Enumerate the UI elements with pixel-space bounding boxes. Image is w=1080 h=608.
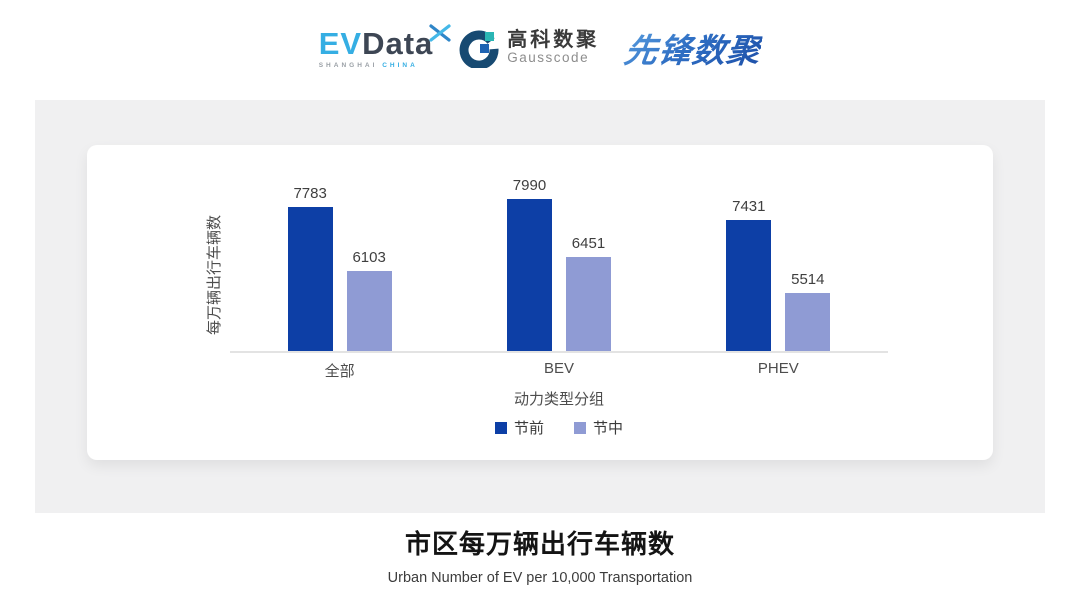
legend-label: 节前 <box>513 420 544 437</box>
evdata-ev-text: EV <box>318 25 363 61</box>
gausscode-logo: 高科数聚 Gausscode <box>459 28 599 70</box>
x-axis-category-labels: 全部 BEV PHEV <box>230 360 888 381</box>
legend-item-节前: 节前 <box>494 417 544 438</box>
category-label-全部: 全部 <box>324 363 355 380</box>
evdata-logo: EVData SHANGHAI CHINA <box>318 23 451 69</box>
y-axis-title: 每万辆出行车辆数 <box>206 215 223 336</box>
category-label-PHEV: PHEV <box>757 360 799 377</box>
evdata-shanghai-text: SHANGHAI <box>318 61 378 69</box>
gausscode-g-icon <box>459 28 499 70</box>
bar-节中-BEV: 6451 <box>565 235 611 351</box>
legend-swatch-icon <box>494 421 507 434</box>
evdata-star-icon <box>429 18 451 49</box>
bar-节前-BEV: 7990 <box>506 177 552 351</box>
chart-panel: 每万辆出行车辆数 7783 6103 7990 6451 7431 5514 全部 BEV P… <box>35 100 1045 513</box>
bar-chart-plot-area: 7783 6103 7990 6451 7431 5514 <box>230 145 888 353</box>
chart-title-en: Urban Number of EV per 10,000 Transporta… <box>387 570 693 586</box>
bar-group-BEV: 7990 6451 <box>449 145 668 351</box>
bar-value-label: 7783 <box>293 185 327 202</box>
header: EVData SHANGHAI CHINA 高科数聚 Gausscode <box>0 0 1080 96</box>
footer: 市区每万辆出行车辆数 Urban Number of EV per 10,000… <box>0 524 1080 586</box>
legend-item-节中: 节中 <box>574 417 623 438</box>
xianfeng-shuju-logo: 先锋数聚 <box>622 24 765 72</box>
bar-group-PHEV: 7431 5514 <box>669 145 888 351</box>
chart-legend: 节前 节中 <box>230 417 888 438</box>
bar-group-全部: 7783 6103 <box>230 145 449 351</box>
bar-节前-PHEV: 7431 <box>726 198 772 351</box>
bar-节前-全部: 7783 <box>287 185 333 351</box>
bar-节中-PHEV: 5514 <box>785 271 831 351</box>
bar-节中-全部: 6103 <box>346 249 392 351</box>
evdata-subtext: SHANGHAI CHINA <box>319 62 418 69</box>
bar-value-label: 6103 <box>352 249 386 266</box>
evdata-wordmark: EVData <box>318 23 451 61</box>
gausscode-wordmark: 高科数聚 Gausscode <box>507 30 599 65</box>
chart-title-cn: 市区每万辆出行车辆数 <box>404 529 675 559</box>
bar-value-label: 5514 <box>791 271 825 288</box>
bar-value-label: 7431 <box>732 198 766 215</box>
legend-swatch-icon <box>574 421 586 434</box>
chart-card: 每万辆出行车辆数 7783 6103 7990 6451 7431 5514 全部 BEV P… <box>87 145 993 460</box>
evdata-china-text: CHINA <box>382 61 418 69</box>
legend-label: 节中 <box>593 420 624 437</box>
evdata-data-text: Data <box>362 25 434 61</box>
bar-value-label: 7990 <box>512 177 547 194</box>
gausscode-cn-text: 高科数聚 <box>507 29 600 52</box>
x-axis-title: 动力类型分组 <box>513 391 604 408</box>
bar-value-label: 6451 <box>571 235 606 252</box>
category-label-BEV: BEV <box>543 360 574 377</box>
gausscode-en-text: Gausscode <box>507 50 590 66</box>
